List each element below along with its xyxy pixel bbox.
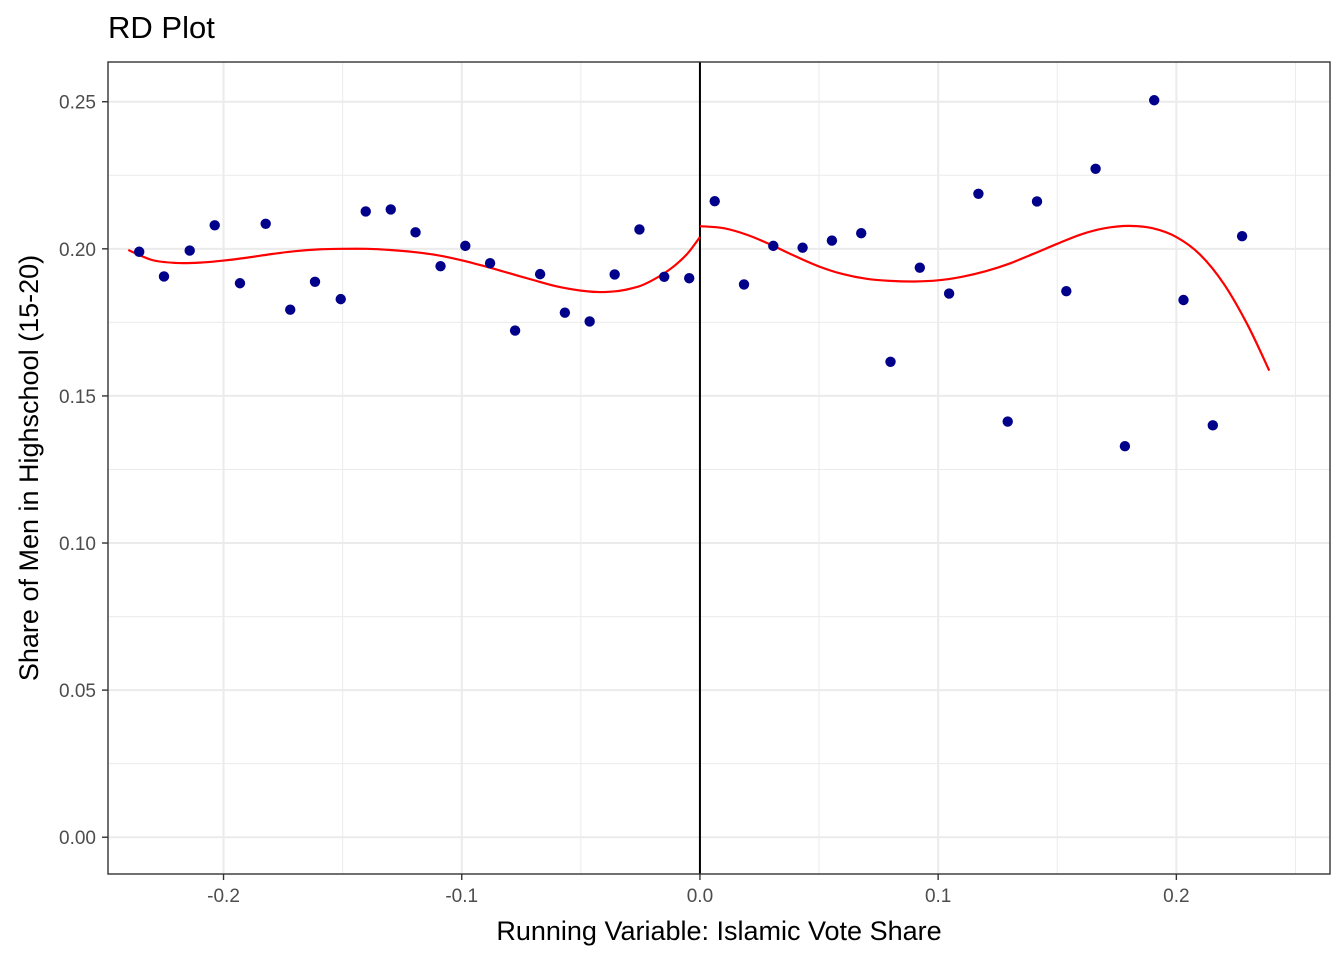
data-point	[797, 242, 808, 253]
data-point	[385, 204, 396, 215]
data-point	[1119, 441, 1131, 452]
y-tick-label: 0.00	[59, 828, 96, 849]
data-point	[609, 269, 620, 280]
axes: -0.2 -0.1 0.0 0.1 0.2 0.00 0.05 0.10 0.15 0.20 0.2…	[59, 93, 1190, 907]
data-point	[1207, 420, 1219, 431]
y-axis-title: Share of Men in Highschool (15-20)	[14, 255, 44, 681]
fit-curve-left	[127, 236, 701, 294]
data-point	[1178, 294, 1189, 306]
data-points	[134, 95, 1248, 452]
chart-title: RD Plot	[108, 10, 215, 45]
data-point	[134, 246, 145, 257]
x-tick-label: -0.1	[445, 886, 478, 907]
data-point	[973, 188, 984, 200]
data-point	[484, 258, 496, 269]
x-tick-label: -0.2	[207, 886, 240, 907]
data-point	[885, 356, 896, 367]
y-tick-label: 0.10	[59, 534, 96, 555]
data-point	[158, 271, 170, 282]
data-point	[335, 293, 346, 305]
data-point	[856, 228, 867, 239]
data-point	[943, 288, 955, 299]
data-point	[634, 224, 645, 235]
data-point	[914, 262, 926, 273]
data-point	[659, 271, 670, 282]
x-tick-label: 0.1	[925, 886, 951, 907]
data-point	[709, 195, 720, 207]
data-point	[1031, 196, 1043, 207]
data-point	[285, 304, 296, 315]
data-point	[209, 220, 220, 231]
data-point	[768, 240, 779, 252]
data-point	[1090, 163, 1101, 174]
data-point	[584, 316, 595, 327]
data-point	[509, 325, 521, 336]
y-tick-label: 0.20	[59, 240, 96, 261]
data-point	[309, 276, 321, 287]
data-point	[1149, 95, 1160, 106]
data-point	[826, 235, 838, 246]
data-point	[410, 227, 421, 238]
x-axis-title: Running Variable: Islamic Vote Share	[496, 916, 941, 946]
panel-border	[107, 61, 1331, 875]
data-point	[1236, 230, 1248, 242]
data-point	[234, 278, 246, 289]
x-tick-label: 0.0	[687, 886, 713, 907]
data-point	[1061, 285, 1072, 297]
data-point	[684, 273, 695, 284]
data-point	[460, 240, 471, 252]
data-point	[534, 268, 546, 280]
fit-curves	[127, 224, 1271, 372]
y-tick-label: 0.25	[59, 93, 96, 114]
x-tick-label: 0.2	[1163, 886, 1189, 907]
data-point	[184, 245, 195, 256]
data-point	[1002, 416, 1013, 427]
fit-curve-right	[699, 224, 1271, 372]
y-tick-label: 0.05	[59, 681, 96, 702]
data-point	[360, 206, 371, 217]
data-point	[435, 260, 446, 272]
data-point	[738, 279, 750, 290]
y-tick-label: 0.15	[59, 387, 96, 408]
grid-lines	[108, 62, 1330, 874]
data-point	[260, 218, 271, 230]
data-point	[559, 307, 571, 318]
